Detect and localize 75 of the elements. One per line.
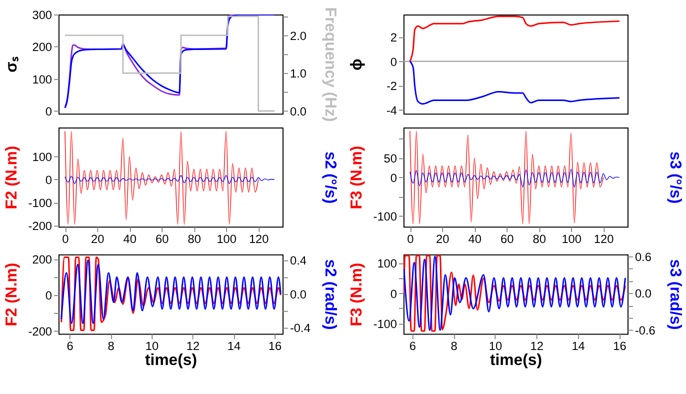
y2-tick-label: 0.0 (290, 104, 307, 118)
y-tick-label: 0 (45, 104, 52, 119)
y2-tick-label: 2.0 (290, 28, 307, 43)
y2-tick-label: 1.0 (290, 66, 307, 81)
x-tick-label: 10 (145, 339, 160, 354)
line-series (410, 168, 620, 188)
y-tick-label: 0 (45, 172, 52, 187)
y-tick-label: 300 (32, 8, 52, 22)
y2-axis-title: s3 (rad/s) (666, 259, 684, 330)
y2-tick-label: 0.6 (634, 250, 652, 264)
y-tick-label: 0 (390, 286, 398, 301)
y-tick-label: 200 (32, 252, 52, 267)
y-tick-label: 100 (32, 72, 52, 86)
y-tick-label: 100 (32, 150, 52, 164)
line-series (64, 175, 275, 184)
line-series (410, 130, 604, 224)
y-axis-title: ϕ (348, 58, 366, 71)
x-axis-title: time(s) (490, 352, 542, 369)
x-tick-label: 120 (248, 232, 270, 246)
x-tick-label: 6 (66, 339, 74, 354)
y-tick-label: 0 (45, 288, 52, 303)
y2-tick-label: 0.0 (634, 286, 652, 301)
x-tick-label: 16 (613, 339, 627, 354)
x-tick-label: 0 (62, 232, 70, 246)
y-axis-title: F2 (N.m) (3, 146, 20, 210)
x-tick-label: 60 (500, 232, 514, 246)
x-tick-label: 60 (156, 232, 170, 246)
x-tick-label: 120 (594, 232, 614, 246)
x-tick-label: 100 (562, 232, 582, 246)
y-tick-label: 50 (384, 152, 398, 166)
x-tick-label: 40 (468, 232, 482, 246)
x-tick-label: 16 (268, 339, 282, 354)
y-tick-label: 0 (390, 54, 398, 69)
x-tick-label: 12 (530, 339, 544, 354)
y-axis-title: σₛ (3, 56, 20, 72)
x-tick-label: 20 (91, 232, 105, 246)
y2-axis-title: s3 (°/s) (666, 151, 684, 204)
y2-tick-label: -0.6 (634, 324, 656, 338)
y-tick-label: -100 (373, 210, 398, 224)
x-tick-label: 6 (409, 339, 416, 354)
y-axis-title: F3 (N.m) (348, 146, 366, 210)
y-tick-label: -200 (28, 324, 52, 339)
x-tick-label: 80 (532, 232, 546, 246)
y-tick-label: 2 (390, 30, 398, 44)
y-tick-label: 200 (32, 40, 52, 54)
y-axis-title: F2 (N.m) (3, 262, 20, 326)
y2-axis-title: s2 (rad/s) (322, 259, 339, 330)
y-tick-label: 100 (377, 256, 398, 271)
x-tick-label: 12 (186, 339, 200, 354)
x-tick-label: 8 (450, 339, 458, 354)
y2-axis-title: Frequency (Hz) (322, 7, 339, 122)
x-tick-label: 8 (108, 339, 115, 354)
x-tick-label: 14 (572, 339, 586, 354)
y-tick-label: -100 (373, 316, 398, 331)
y-tick-label: -200 (28, 218, 52, 233)
line-series (64, 130, 259, 225)
x-tick-label: 80 (188, 232, 202, 246)
x-axis-title: time(s) (145, 352, 198, 369)
y-axis-title: F3 (N.m) (348, 262, 366, 326)
line-series (409, 16, 620, 62)
x-tick-label: 20 (436, 232, 450, 246)
x-tick-label: 10 (488, 339, 502, 354)
y-tick-label: 0 (390, 170, 398, 185)
y2-tick-label: -0.4 (290, 320, 311, 335)
x-tick-label: 40 (123, 232, 137, 246)
y-tick-label: -4 (386, 103, 398, 118)
line-series (409, 60, 620, 105)
x-tick-label: 100 (216, 232, 237, 246)
y2-axis-title: s2 (°/s) (322, 151, 339, 204)
x-tick-label: 14 (227, 339, 242, 354)
x-tick-label: 0 (407, 232, 414, 246)
y-tick-label: -100 (28, 196, 52, 210)
y2-tick-label: 0.0 (290, 287, 307, 302)
y-tick-label: -2 (386, 79, 398, 94)
y2-tick-label: 0.4 (290, 254, 307, 268)
